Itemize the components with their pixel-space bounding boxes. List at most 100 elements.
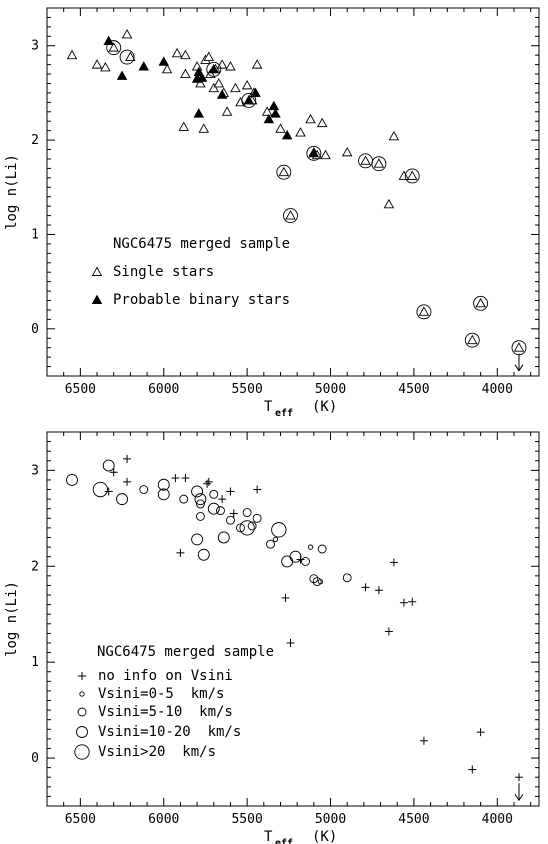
data-point-plus bbox=[171, 474, 180, 483]
data-point-plus bbox=[374, 586, 383, 595]
x-tick-label: 6000 bbox=[148, 812, 179, 827]
data-point-circle-s bbox=[309, 574, 319, 584]
data-point-circle-m bbox=[289, 550, 302, 563]
data-point-open-triangle bbox=[278, 166, 290, 177]
x-tick-label: 6500 bbox=[65, 812, 96, 827]
data-point-plus bbox=[123, 477, 132, 486]
data-point-filled-triangle bbox=[208, 63, 220, 74]
y-tick-label: 0 bbox=[31, 751, 39, 766]
x-tick-label: 5500 bbox=[231, 812, 262, 827]
circled-point-marker bbox=[371, 156, 387, 172]
data-point-filled-triangle bbox=[268, 100, 280, 111]
data-point-plus bbox=[361, 583, 370, 592]
data-point-open-triangle bbox=[195, 78, 206, 88]
data-point-plus bbox=[419, 736, 428, 745]
data-point-open-triangle bbox=[213, 78, 225, 88]
data-point-circle-xs bbox=[307, 544, 314, 550]
legend-marker bbox=[77, 707, 87, 717]
data-point-plus bbox=[204, 477, 213, 486]
legend-label: Vsini>20 km/s bbox=[98, 744, 216, 760]
data-point-circle-s bbox=[139, 485, 149, 494]
bottom-panel: 6500 6000 5500 5000 4500 4000 0 1 2 3 T eff (K) log n… bbox=[4, 431, 540, 844]
circled-point-marker bbox=[106, 40, 122, 56]
data-point-filled-triangle bbox=[243, 95, 255, 105]
data-point-open-triangle bbox=[230, 82, 241, 93]
data-point-open-triangle bbox=[320, 149, 331, 160]
data-point-filled-triangle bbox=[103, 35, 114, 45]
y-tick-label: 3 bbox=[31, 39, 39, 54]
y-tick-label: 1 bbox=[31, 227, 39, 242]
data-point-filled-triangle bbox=[116, 70, 128, 80]
data-point-plus bbox=[218, 495, 227, 504]
data-point-filled-triangle bbox=[216, 89, 228, 99]
data-point-circle-s bbox=[242, 508, 252, 518]
data-point-plus bbox=[389, 558, 398, 567]
arrow-head bbox=[514, 364, 524, 372]
x-axis-label: T bbox=[264, 399, 273, 415]
x-axis-unit: (K) bbox=[312, 399, 337, 415]
legend-marker bbox=[76, 726, 88, 738]
data-point-plus bbox=[176, 548, 185, 557]
data-point-filled-triangle bbox=[193, 66, 205, 77]
x-tick-label: 6500 bbox=[65, 382, 96, 397]
x-tick-label: 5000 bbox=[315, 812, 346, 827]
circled-point-marker bbox=[416, 304, 432, 320]
x-tick-label: 4500 bbox=[398, 812, 429, 827]
plot-frame bbox=[46, 431, 540, 807]
x-axis-label-subscript: eff bbox=[275, 408, 293, 419]
circled-point-marker bbox=[473, 295, 489, 311]
y-tick-label: 0 bbox=[31, 322, 39, 337]
circled-point-marker bbox=[276, 164, 292, 180]
data-point-open-triangle bbox=[208, 82, 220, 93]
data-point-filled-triangle bbox=[308, 147, 320, 158]
data-point-open-triangle bbox=[285, 210, 296, 220]
plot-frame bbox=[46, 7, 540, 377]
data-point-open-triangle bbox=[406, 170, 418, 180]
data-point-circle-s bbox=[312, 577, 322, 587]
circled-point-marker bbox=[283, 208, 298, 224]
legend-title: NGC6475 merged sample bbox=[97, 644, 274, 660]
data-point-open-triangle bbox=[316, 117, 328, 128]
data-point-open-triangle bbox=[475, 297, 486, 308]
data-point-plus bbox=[476, 728, 485, 737]
data-point-circle-s bbox=[209, 489, 219, 499]
data-point-open-triangle bbox=[91, 59, 103, 69]
data-point-open-triangle bbox=[513, 342, 525, 352]
data-point-open-triangle bbox=[178, 121, 190, 131]
x-axis-unit: (K) bbox=[312, 829, 337, 844]
data-point-open-triangle bbox=[203, 51, 215, 62]
data-point-circle-s bbox=[342, 573, 352, 583]
data-point-circle-m bbox=[217, 531, 230, 544]
data-point-open-triangle bbox=[100, 62, 111, 72]
y-tick-label: 3 bbox=[31, 463, 39, 478]
data-point-circle-s bbox=[195, 511, 205, 521]
data-point-circle-l bbox=[271, 522, 287, 538]
legend-label: Vsini=5-10 km/s bbox=[98, 704, 233, 720]
upper-limit-arrow bbox=[514, 353, 524, 372]
data-point-open-triangle bbox=[388, 130, 400, 141]
circled-point-marker bbox=[464, 332, 480, 348]
data-point-open-triangle bbox=[180, 68, 191, 79]
data-point-open-triangle bbox=[261, 106, 273, 116]
data-point-circle-m bbox=[157, 488, 170, 501]
data-point-open-triangle bbox=[275, 123, 286, 133]
data-point-open-triangle bbox=[171, 47, 183, 58]
legend-marker bbox=[91, 294, 103, 304]
data-point-circle-m bbox=[157, 478, 170, 491]
data-point-circle-xs bbox=[272, 536, 279, 543]
arrow-head bbox=[514, 793, 524, 802]
data-point-open-triangle bbox=[383, 198, 395, 209]
data-point-circle-m bbox=[116, 493, 129, 506]
x-axis-label: T bbox=[264, 829, 273, 844]
legend-marker bbox=[91, 266, 103, 276]
data-point-open-triangle bbox=[125, 51, 136, 62]
circled-point-marker bbox=[119, 49, 135, 65]
data-point-open-triangle bbox=[180, 49, 191, 60]
data-point-circle-m bbox=[281, 555, 294, 568]
data-point-plus bbox=[408, 597, 417, 606]
legend-title: NGC6475 merged sample bbox=[113, 236, 290, 252]
circled-point-marker bbox=[241, 93, 257, 108]
legend-label: Single stars bbox=[113, 264, 214, 280]
data-point-circle-m bbox=[191, 485, 204, 498]
